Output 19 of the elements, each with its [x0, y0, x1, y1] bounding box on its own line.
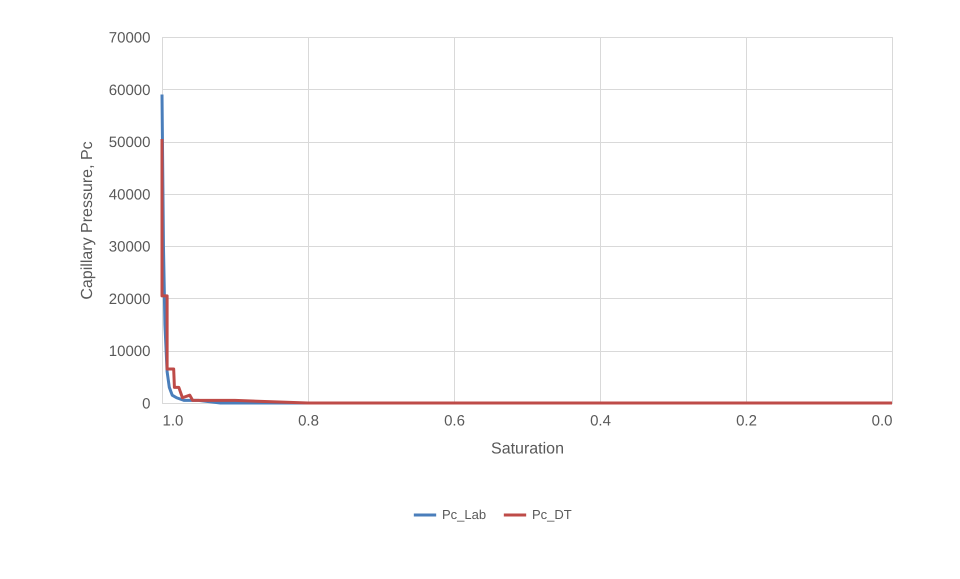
y-tick-label: 70000	[108, 30, 150, 46]
y-tick-label: 50000	[108, 134, 150, 152]
x-tick-label: 0.2	[736, 412, 757, 430]
y-tick-label: 60000	[108, 82, 150, 99]
x-tick-label: 0.8	[298, 412, 319, 430]
legend-label: Pc_Lab	[442, 507, 486, 522]
y-tick-label: 10000	[108, 343, 150, 360]
y-tick-label: 30000	[108, 238, 150, 256]
x-axis-title: Saturation	[491, 440, 564, 458]
y-tick-label: 40000	[108, 186, 150, 204]
line-series	[160, 137, 894, 404]
y-tick-label: 0	[142, 396, 150, 412]
x-tick-label: 0.4	[590, 412, 611, 430]
x-tick-label: 0.0	[872, 412, 892, 430]
legend-label: Pc_DT	[532, 507, 572, 522]
y-axis-title: Capillary Pressure, Pc	[78, 141, 96, 300]
x-tick-label: 0.6	[444, 412, 465, 430]
y-tick-label: 20000	[108, 290, 150, 308]
x-tick-label: 1.0	[162, 412, 184, 430]
